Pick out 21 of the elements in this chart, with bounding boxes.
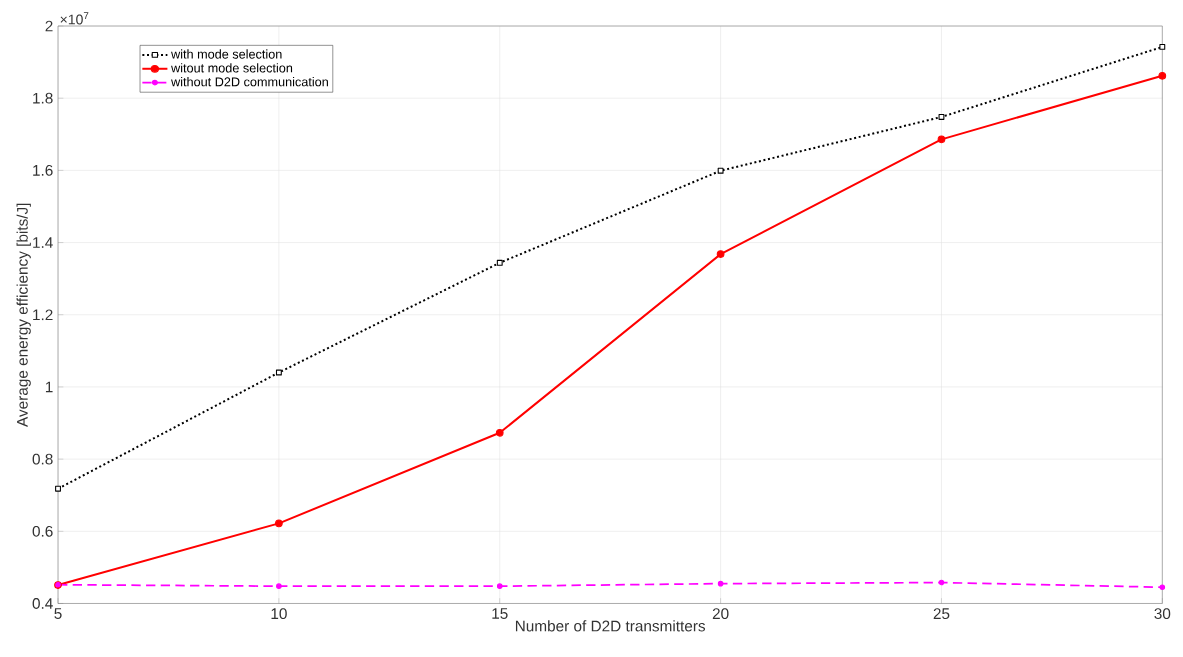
y-tick-label: 1.4 — [33, 237, 53, 248]
legend-label: witout mode selection — [171, 63, 293, 73]
x-tick-label: 15 — [492, 608, 508, 619]
y-tick-label: 0.4 — [32, 597, 53, 609]
legend-label: without D2D communication — [171, 76, 328, 87]
x-tick-label: 10 — [271, 608, 287, 619]
legend-label: with mode selection — [171, 49, 282, 59]
y-tick-label: 0.6 — [32, 525, 53, 537]
x-axis-title: Number of D2D transmitters — [515, 620, 706, 632]
y-tick-label: 1.6 — [33, 164, 53, 176]
y-tick-label: 1.2 — [33, 309, 53, 321]
text: ×10$^{7}$ — [60, 12, 89, 25]
x-tick-label: 30 — [1154, 608, 1171, 619]
y-tick-label: 1 — [45, 381, 53, 393]
y-tick-label: 2 — [45, 20, 53, 32]
y-tick-label: 1.8 — [33, 92, 53, 104]
x-tick-label: 20 — [712, 608, 729, 619]
x-tick-label: 5 — [54, 608, 62, 619]
x-tick-label: 25 — [933, 608, 950, 619]
y-axis-title: Average energy efficiency [bits/J] — [16, 203, 31, 427]
y-tick-label: 0.8 — [32, 453, 53, 465]
